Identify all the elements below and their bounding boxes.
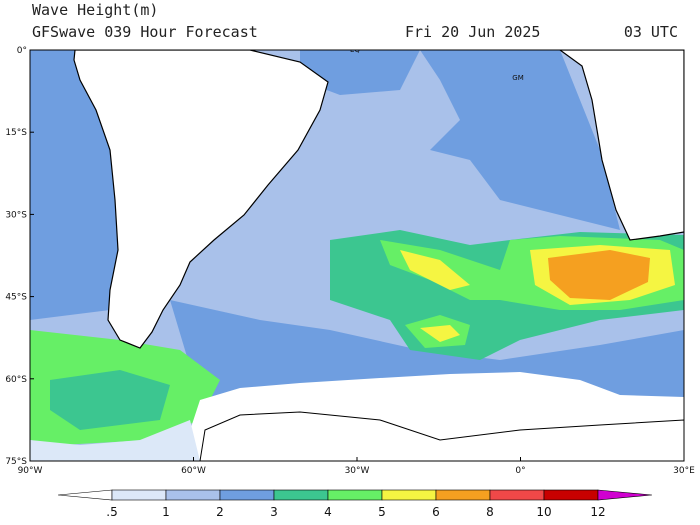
- title: Wave Height(m): [32, 1, 158, 19]
- colorbar-label: 3: [270, 505, 278, 519]
- map-label: GM: [512, 74, 523, 82]
- map-label: EQ: [350, 46, 360, 54]
- wave-zone: [300, 50, 420, 95]
- colorbar-label: 8: [486, 505, 494, 519]
- africa: [558, 50, 684, 241]
- lon-label: 30°W: [345, 466, 370, 476]
- lat-label: 30°S: [5, 210, 27, 220]
- colorbar-label: 4: [324, 505, 332, 519]
- lon-label: 60°W: [181, 466, 206, 476]
- lon-label: 90°W: [18, 466, 43, 476]
- colorbar-label: 10: [536, 505, 551, 519]
- colorbar-segment: [111, 489, 167, 501]
- lat-label: 60°S: [5, 375, 27, 385]
- wave-zone: [400, 250, 470, 290]
- colorbar-segment: [489, 489, 545, 501]
- colorbar-label: 6: [432, 505, 440, 519]
- colorbar-segment: [165, 489, 221, 501]
- colorbar-segment: [381, 489, 437, 501]
- time: 03 UTC: [624, 23, 678, 41]
- wave-zone: [548, 250, 650, 300]
- lat-label: 75°S: [5, 457, 27, 467]
- colorbar-end: [57, 489, 113, 501]
- subtitle: GFSwave 039 Hour Forecast: [32, 23, 258, 41]
- lat-label: 15°S: [5, 128, 27, 138]
- lat-label: 45°S: [5, 293, 27, 303]
- colorbar-segment: [273, 489, 329, 501]
- lat-label: 0°: [17, 46, 27, 56]
- colorbar-label: 5: [378, 505, 386, 519]
- wave-zone: [420, 325, 460, 342]
- wave-zone: [420, 50, 620, 230]
- date: Fri 20 Jun 2025: [405, 23, 540, 41]
- colorbar-label: 1: [162, 505, 170, 519]
- colorbar-segment: [219, 489, 275, 501]
- colorbar-segment: [327, 489, 383, 501]
- lon-label: 30°E: [673, 466, 695, 476]
- map: EQ GM: [30, 46, 684, 461]
- colorbar-label: .5: [106, 505, 117, 519]
- wave-zone: [30, 420, 200, 461]
- lon-label: 0°: [515, 466, 525, 476]
- colorbar-segment: [543, 489, 599, 501]
- south-america: [73, 50, 329, 349]
- colorbar-label: 12: [590, 505, 605, 519]
- colorbar-label: 2: [216, 505, 224, 519]
- axes: 0° 15°S 30°S 45°S 60°S 75°S90°W 60°W 30°W 0° 30°E: [5, 46, 695, 476]
- colorbar-segment: [435, 489, 491, 501]
- wave-zone: [170, 300, 684, 400]
- antarctica: [199, 411, 684, 461]
- colorbar-end: [597, 489, 653, 501]
- colorbar: .5 1 2 3 4 5 6 8 10 12: [57, 489, 653, 519]
- wave-zone: [50, 370, 170, 430]
